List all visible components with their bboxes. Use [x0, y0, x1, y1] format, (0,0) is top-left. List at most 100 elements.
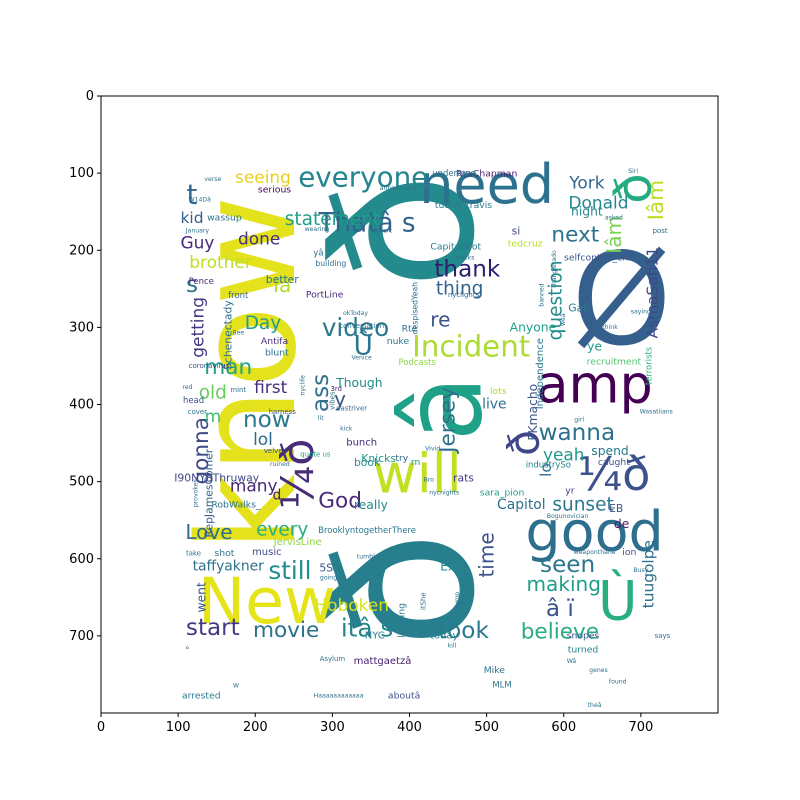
plot-background	[101, 96, 718, 713]
word: m	[205, 406, 222, 426]
x-tick-label: 500	[474, 720, 499, 735]
word: took	[438, 618, 489, 644]
word: thing	[436, 278, 484, 299]
word: aboutâ	[388, 691, 420, 702]
word: building	[315, 259, 346, 268]
word: Wâ	[567, 657, 577, 665]
word: FKmacho	[526, 384, 540, 441]
word: tracks	[456, 254, 475, 261]
word: Busy	[633, 567, 648, 574]
word: selfcontrol_chz	[564, 252, 633, 263]
word: provokes	[192, 479, 199, 507]
word: tuugolpe	[640, 540, 658, 608]
word: take	[186, 549, 201, 557]
word: Siri	[628, 168, 638, 175]
word: says	[655, 632, 671, 640]
x-tick-label: 100	[166, 720, 191, 735]
word: Knicks	[361, 452, 396, 465]
word: shot	[214, 548, 234, 559]
word: genes	[589, 667, 608, 674]
word: BrooklyntogetherThere	[318, 525, 416, 535]
y-tick-label: 500	[69, 475, 94, 490]
word: y	[334, 387, 346, 411]
word: nyclights	[448, 291, 480, 299]
word: W	[233, 683, 239, 690]
word: done	[238, 229, 280, 249]
word: 5S	[319, 562, 333, 575]
word: Iâ	[273, 273, 291, 297]
word: ruined	[270, 461, 290, 468]
word: recruitment	[587, 357, 642, 368]
word: quote us	[300, 451, 331, 459]
word: ye	[587, 340, 602, 354]
word: Mike	[484, 665, 506, 676]
word: asked	[605, 214, 623, 221]
word: believe	[521, 620, 599, 645]
y-tick-label: 100	[69, 166, 94, 181]
word: getting	[187, 297, 207, 358]
word: Ø	[572, 226, 672, 374]
word: Antifa	[261, 336, 288, 347]
word: now	[243, 407, 291, 433]
word: Gab	[568, 302, 590, 315]
word: music	[252, 547, 282, 558]
word: post	[653, 227, 668, 235]
word: rats	[453, 471, 474, 484]
word: lit	[318, 415, 324, 422]
word: spend	[591, 444, 628, 458]
word: kid	[181, 209, 204, 227]
word: de	[614, 517, 629, 531]
word: live	[482, 397, 506, 413]
word: statement	[285, 209, 380, 230]
word: nycnights	[429, 490, 459, 497]
word: itâ s	[341, 614, 393, 643]
word: wassup	[207, 212, 242, 223]
word: blunt	[265, 347, 289, 358]
word: girl	[574, 416, 584, 423]
word: nuke	[387, 336, 410, 347]
word: lots	[490, 386, 507, 397]
word: tumblr	[357, 554, 378, 561]
word: sara_pion	[480, 488, 525, 499]
word: know	[169, 195, 326, 552]
word: W14Dâ	[189, 196, 212, 204]
word: banned	[539, 283, 546, 306]
word: Podcasts	[399, 357, 436, 367]
word: will	[373, 442, 462, 505]
word: Vivid	[425, 446, 440, 453]
word: night	[571, 205, 603, 219]
word: taffyakner	[193, 558, 265, 574]
word: conversation	[339, 322, 384, 330]
word: Venice	[352, 355, 373, 362]
word: mattgaetzâ	[354, 655, 412, 667]
word: head	[183, 395, 204, 405]
word: God	[318, 488, 362, 513]
word: MLM	[492, 679, 511, 689]
word: Day	[245, 313, 282, 334]
x-tick-label: 600	[551, 720, 576, 735]
word: industrySo	[526, 460, 571, 470]
word: Smart	[373, 227, 392, 234]
x-axis: 0 100 200 300 400 500 600 700	[97, 713, 653, 735]
word: good	[525, 499, 663, 564]
word: â	[382, 375, 507, 441]
word: old	[199, 382, 227, 403]
word: serious	[258, 185, 291, 196]
word: nyclife	[300, 375, 307, 396]
word: Jersey	[436, 387, 461, 455]
word: Incident	[412, 330, 530, 364]
word: Bogunovician	[547, 513, 589, 520]
word: harness	[269, 408, 297, 416]
word: start	[186, 615, 240, 641]
word: Donald	[568, 192, 628, 212]
word: trump	[454, 592, 461, 611]
word: JervisLine	[273, 537, 322, 548]
word: York	[568, 172, 604, 192]
word: yâ	[313, 248, 323, 258]
word: anniversary	[380, 185, 417, 192]
word: many	[230, 475, 278, 495]
word: RexChapman	[456, 168, 518, 179]
word: New	[198, 564, 336, 638]
word: Iâm	[602, 216, 626, 254]
